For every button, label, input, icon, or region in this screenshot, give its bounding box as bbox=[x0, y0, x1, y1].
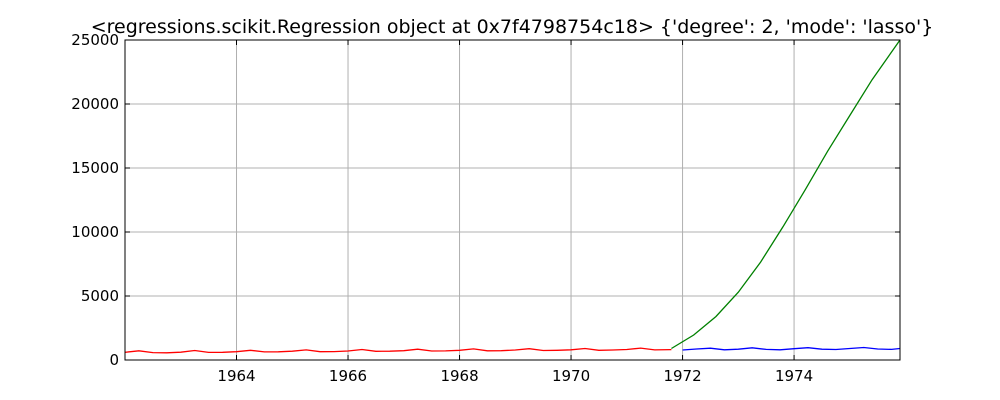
series-line-1 bbox=[682, 346, 901, 351]
x-tick-label: 1964 bbox=[217, 367, 255, 385]
x-tick-label: 1970 bbox=[552, 367, 590, 385]
series-line-2 bbox=[671, 39, 901, 350]
x-tick-label: 1974 bbox=[775, 367, 813, 385]
y-tick-label: 5000 bbox=[81, 287, 119, 305]
tick-layer: 1964 1966 1968 1970 1972 1974 0 5000 10000 15000 2… bbox=[71, 31, 900, 385]
y-tick-label: 0 bbox=[109, 351, 119, 369]
y-tick-label: 15000 bbox=[71, 159, 119, 177]
x-tick-label: 1966 bbox=[329, 367, 367, 385]
x-tick-label: 1972 bbox=[663, 367, 701, 385]
y-tick-label: 25000 bbox=[71, 31, 119, 49]
grid-lines bbox=[125, 39, 900, 361]
plot-frame bbox=[124, 39, 901, 361]
x-tick-label: 1968 bbox=[440, 367, 478, 385]
series-layer bbox=[124, 39, 901, 354]
y-tick-label: 20000 bbox=[71, 95, 119, 113]
chart-title: <regressions.scikit.Regression object at… bbox=[91, 16, 934, 38]
y-tick-label: 10000 bbox=[71, 223, 119, 241]
series-line-0 bbox=[124, 347, 672, 354]
